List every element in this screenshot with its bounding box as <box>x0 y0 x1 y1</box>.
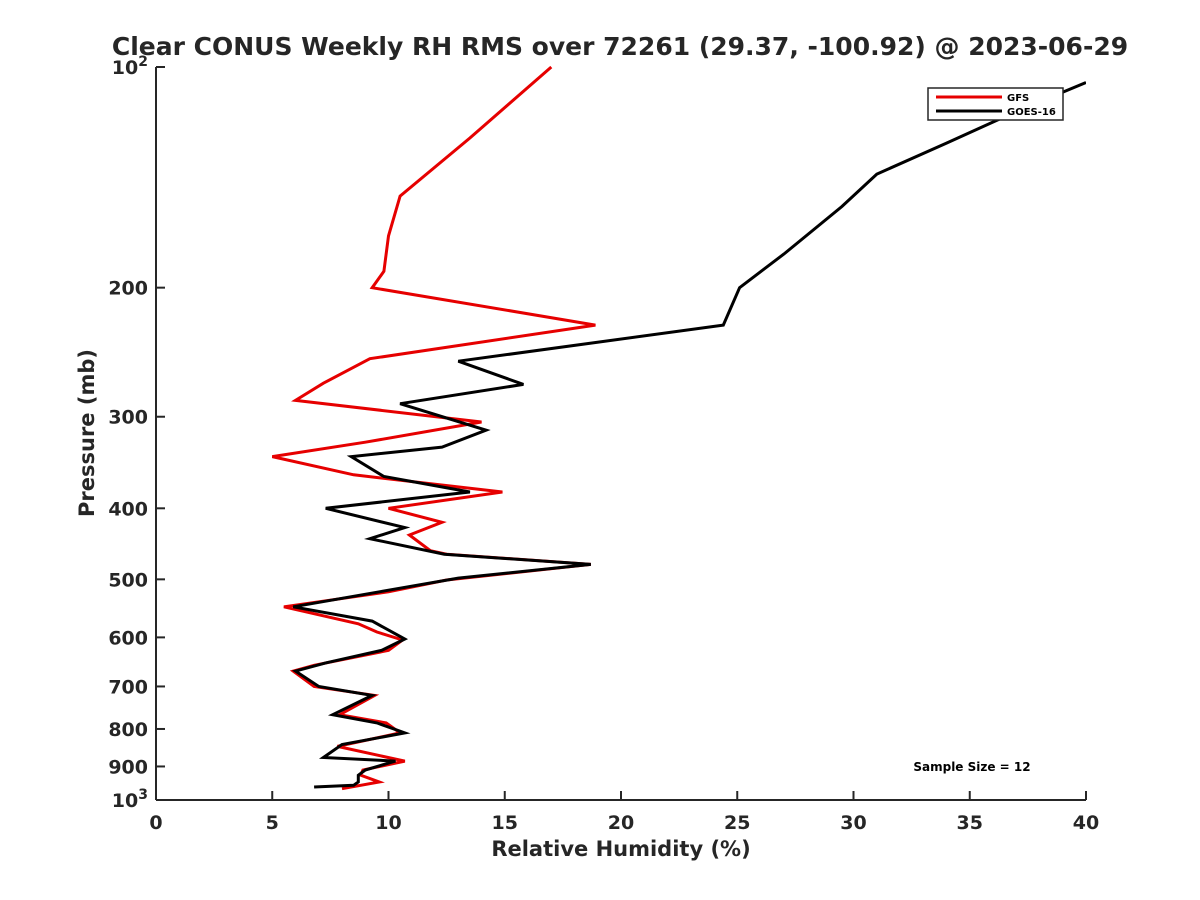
y-axis-ticks: 102 200 300 400 500 600 700 800 900 103 <box>108 54 165 812</box>
legend: GFS GOES-16 <box>927 87 1064 121</box>
x-tick-label: 30 <box>840 812 866 834</box>
series-line-gfs <box>271 65 596 791</box>
legend-label-gfs: GFS <box>1007 93 1029 104</box>
x-axis-ticks: 0 5 10 15 20 25 30 35 40 <box>149 791 1099 834</box>
x-tick-label: 5 <box>266 812 279 834</box>
y-tick-label: 700 <box>108 676 148 698</box>
chart-title: Clear CONUS Weekly RH RMS over 72261 (29… <box>112 32 1128 61</box>
x-tick-label: 15 <box>492 812 518 834</box>
legend-label-goes-16: GOES-16 <box>1007 107 1056 118</box>
x-tick-label: 25 <box>724 812 750 834</box>
x-tick-label: 35 <box>957 812 983 834</box>
plot-area <box>155 67 1086 801</box>
y-tick-label: 900 <box>108 756 148 778</box>
y-axis-label: Pressure (mb) <box>75 349 99 517</box>
x-axis-label: Relative Humidity (%) <box>491 837 750 861</box>
x-tick-label: 10 <box>375 812 401 834</box>
series-line-goes-16 <box>291 81 1086 789</box>
y-tick-label: 300 <box>108 407 148 429</box>
y-tick-label: 102 <box>112 54 148 79</box>
series-layer <box>271 65 1086 791</box>
y-tick-label: 600 <box>108 627 148 649</box>
y-tick-label: 103 <box>112 787 148 812</box>
y-tick-label: 800 <box>108 719 148 741</box>
y-tick-label: 200 <box>108 278 148 300</box>
y-tick-label: 400 <box>108 498 148 520</box>
x-tick-label: 20 <box>608 812 634 834</box>
x-tick-label: 0 <box>149 812 162 834</box>
legend-box <box>927 87 1064 121</box>
y-tick-label: 500 <box>108 569 148 591</box>
x-tick-label: 40 <box>1073 812 1099 834</box>
sample-size-annotation: Sample Size = 12 <box>913 760 1030 774</box>
